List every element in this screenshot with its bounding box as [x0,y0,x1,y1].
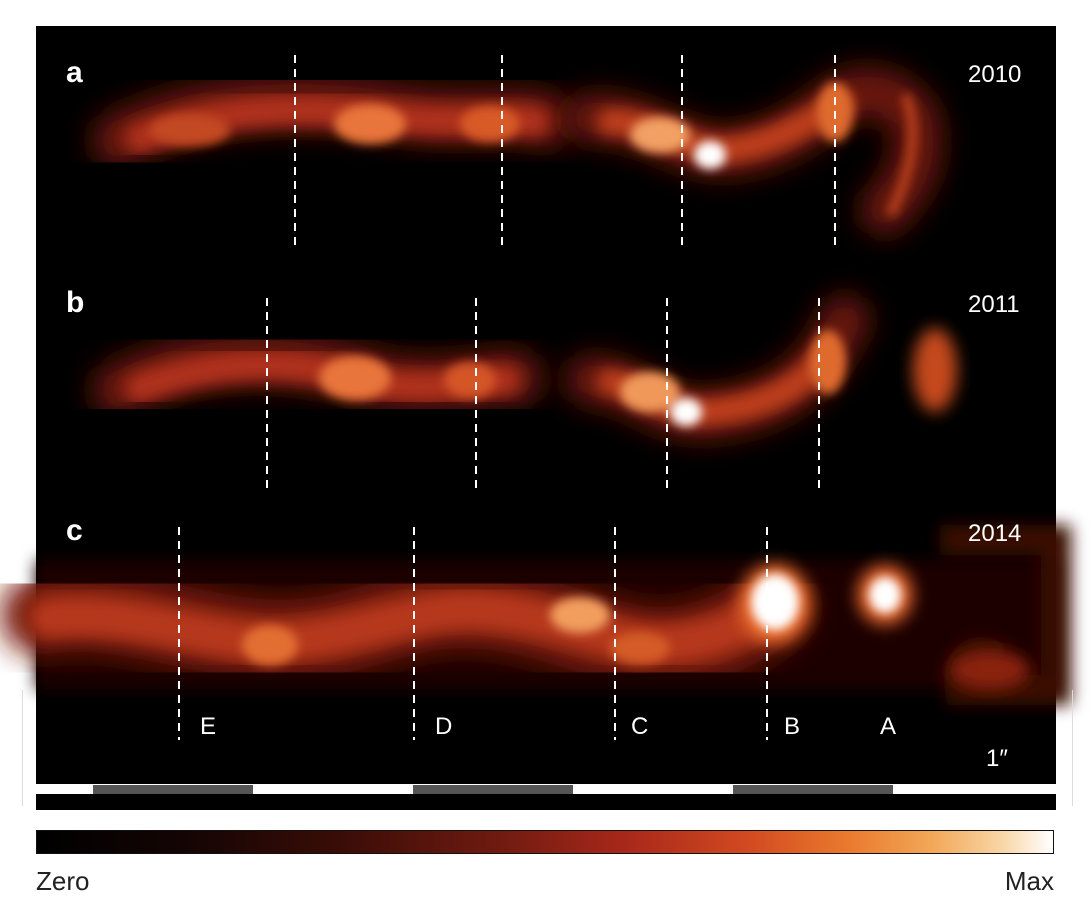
knot-label-a: A [880,713,896,740]
panel-letter-c: c [66,514,83,547]
edge-line-right [1072,690,1073,806]
scale-bar-label: 1″ [986,745,1008,772]
dashed-reference-lines [178,55,836,740]
knot-label-d: D [435,713,452,740]
knot-label-e: E [200,713,216,740]
knot-label-b: B [784,713,800,740]
colorbar-max-label: Max [1004,866,1054,896]
panel-letter-a: a [66,56,83,89]
colorbar-min-label: Zero [36,866,90,896]
edge-line-left [22,690,23,806]
panel-letter-b: b [66,286,84,319]
panel-c-emission [0,525,1071,705]
panel-b-emission [92,295,957,441]
year-label-2014: 2014 [968,520,1021,547]
year-label-2010: 2010 [968,61,1021,88]
year-label-2011: 2011 [968,291,1020,318]
scale-bar [36,785,1056,810]
knot-label-c: C [631,713,648,740]
intensity-colorbar [36,830,1054,854]
panel-a-emission [92,66,943,235]
